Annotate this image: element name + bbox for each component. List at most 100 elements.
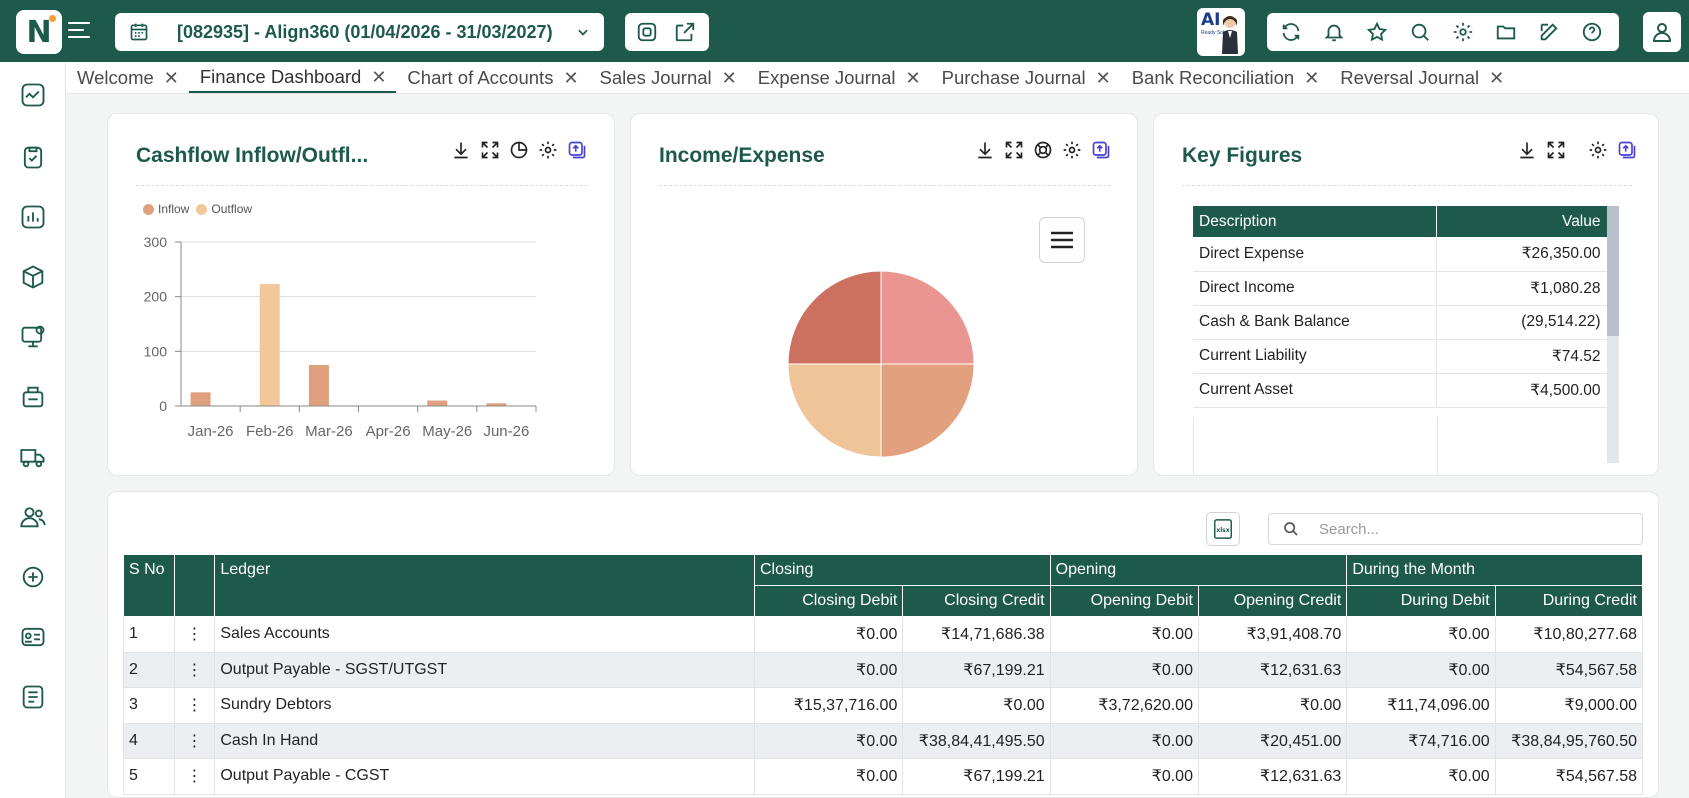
download-icon[interactable] <box>451 140 471 160</box>
hamburger-icon[interactable] <box>68 22 90 40</box>
table-row[interactable]: Cash & Bank Balance (29,514.22) <box>1193 305 1608 340</box>
sidebar-item-inventory[interactable] <box>13 257 53 297</box>
expand-icon[interactable] <box>1004 140 1024 160</box>
tab-reversal-journal[interactable]: Reversal Journal ✕ <box>1329 63 1514 93</box>
download-icon[interactable] <box>1517 140 1537 160</box>
favorites-button[interactable] <box>1361 16 1393 48</box>
table-row[interactable]: Current Liability ₹74.52 <box>1193 339 1608 374</box>
column-header[interactable]: Value <box>1436 206 1608 237</box>
table-row[interactable]: Direct Expense ₹26,350.00 <box>1193 237 1608 272</box>
table-row[interactable]: 5 ⋮ Output Payable - CGST ₹0.00 ₹67,199.… <box>123 758 1644 795</box>
tab-sales-journal[interactable]: Sales Journal ✕ <box>589 63 747 93</box>
search-input[interactable] <box>1319 520 1619 538</box>
notifications-button[interactable] <box>1318 16 1350 48</box>
column-header-ledger[interactable]: Ledger <box>214 554 755 617</box>
sidebar-item-reports[interactable] <box>13 197 53 237</box>
table-cell: ₹15,37,716.00 <box>753 687 904 724</box>
settings-button[interactable] <box>1447 16 1479 48</box>
scrollbar-thumb[interactable] <box>1607 206 1619 336</box>
sidebar-item-contacts[interactable] <box>13 617 53 657</box>
logo-icon[interactable]: N <box>16 10 62 54</box>
column-header[interactable]: Description <box>1193 206 1437 237</box>
gear-icon[interactable] <box>1062 140 1082 160</box>
column-header-closing-debit[interactable]: Closing Debit <box>753 585 904 617</box>
table-row[interactable]: Current Asset ₹4,500.00 <box>1193 373 1608 408</box>
ledger-search[interactable] <box>1268 513 1643 545</box>
row-menu-icon[interactable]: ⋮ <box>173 651 216 688</box>
close-icon[interactable]: ✕ <box>563 67 579 88</box>
column-header-during-debit[interactable]: During Debit <box>1346 585 1496 617</box>
column-header-sno[interactable]: S No <box>123 554 175 617</box>
close-icon[interactable]: ✕ <box>1489 67 1505 88</box>
table-cell: ₹10,80,277.68 <box>1494 616 1644 653</box>
row-menu-icon[interactable]: ⋮ <box>173 758 216 795</box>
tab-chart-of-accounts[interactable]: Chart of Accounts ✕ <box>396 63 588 93</box>
help-button[interactable] <box>1576 16 1608 48</box>
export-xlsx-button[interactable]: xlsx <box>1206 512 1240 546</box>
row-menu-icon[interactable]: ⋮ <box>173 722 216 759</box>
table-cell: ₹1,080.28 <box>1436 271 1608 306</box>
sidebar-item-hr[interactable] <box>13 497 53 537</box>
company-period-select[interactable]: [082935] - Align360 (01/04/2026 - 31/03/… <box>115 13 604 51</box>
refresh-button[interactable] <box>1275 16 1307 48</box>
ai-badge-title: AI <box>1201 10 1221 30</box>
column-header-closing-credit[interactable]: Closing Credit <box>902 585 1051 617</box>
user-menu-button[interactable] <box>1643 12 1681 52</box>
row-menu-icon[interactable]: ⋮ <box>173 616 216 653</box>
open-external-button[interactable] <box>669 16 701 48</box>
lifebuoy-icon[interactable] <box>1033 140 1053 160</box>
close-icon[interactable]: ✕ <box>163 67 179 88</box>
table-row[interactable]: 1 ⋮ Sales Accounts ₹0.00 ₹14,71,686.38 ₹… <box>123 616 1644 653</box>
upload-icon[interactable] <box>1091 140 1111 160</box>
tab-expense-journal[interactable]: Expense Journal ✕ <box>747 63 931 93</box>
close-icon[interactable]: ✕ <box>1304 67 1320 88</box>
table-row[interactable]: 2 ⋮ Output Payable - SGST/UTGST ₹0.00 ₹6… <box>123 651 1644 688</box>
legend-item-outflow[interactable]: Outflow <box>196 202 252 216</box>
sidebar-item-dashboard[interactable] <box>13 75 53 115</box>
ai-ready-badge[interactable]: AI Ready Solution <box>1197 8 1245 56</box>
table-cell: ₹67,199.21 <box>902 758 1051 795</box>
close-icon[interactable]: ✕ <box>905 67 921 88</box>
global-search-button[interactable] <box>1404 16 1436 48</box>
pie-chart-icon[interactable] <box>509 140 529 160</box>
table-row[interactable]: Direct Income ₹1,080.28 <box>1193 271 1608 306</box>
files-button[interactable] <box>1490 16 1522 48</box>
chart-menu-button[interactable] <box>1039 217 1085 263</box>
sidebar-item-documents[interactable] <box>13 677 53 717</box>
xlsx-label: xlsx <box>1216 527 1229 534</box>
tab-finance-dashboard[interactable]: Finance Dashboard ✕ <box>188 63 397 93</box>
sidebar-item-production[interactable] <box>13 377 53 417</box>
card-divider <box>136 185 588 186</box>
tab-label: Bank Reconciliation <box>1131 67 1295 88</box>
tab-welcome[interactable]: Welcome ✕ <box>66 63 189 93</box>
tab-purchase-journal[interactable]: Purchase Journal ✕ <box>931 63 1121 93</box>
close-icon[interactable]: ✕ <box>371 66 387 87</box>
column-header-opening-credit[interactable]: Opening Credit <box>1197 585 1348 617</box>
table-row[interactable]: 3 ⋮ Sundry Debtors ₹15,37,716.00 ₹0.00 ₹… <box>123 687 1644 724</box>
column-header-opening-debit[interactable]: Opening Debit <box>1049 585 1199 617</box>
table-cell: ₹9,000.00 <box>1494 687 1644 724</box>
close-icon[interactable]: ✕ <box>1095 67 1111 88</box>
pie-slice <box>880 363 975 458</box>
column-header-during-credit[interactable]: During Credit <box>1494 585 1644 617</box>
close-icon[interactable]: ✕ <box>721 67 737 88</box>
bar-inflow <box>427 400 448 406</box>
download-icon[interactable] <box>975 140 995 160</box>
tab-bank-reconciliation[interactable]: Bank Reconciliation ✕ <box>1121 63 1330 93</box>
sidebar-item-logistics[interactable] <box>13 437 53 477</box>
sidebar-item-support[interactable] <box>13 557 53 597</box>
screen-capture-button[interactable] <box>631 16 663 48</box>
edit-button[interactable] <box>1533 16 1565 48</box>
upload-icon[interactable] <box>1617 140 1637 160</box>
upload-icon[interactable] <box>567 140 587 160</box>
gear-icon[interactable] <box>1588 140 1608 160</box>
gear-icon[interactable] <box>538 140 558 160</box>
scrollbar[interactable] <box>1607 206 1619 463</box>
expand-icon[interactable] <box>480 140 500 160</box>
row-menu-icon[interactable]: ⋮ <box>173 687 216 724</box>
table-row[interactable]: 4 ⋮ Cash In Hand ₹0.00 ₹38,84,41,495.50 … <box>123 722 1644 759</box>
sidebar-item-tasks[interactable] <box>13 137 53 177</box>
expand-icon[interactable] <box>1546 140 1566 160</box>
legend-item-inflow[interactable]: Inflow <box>143 202 189 216</box>
sidebar-item-system[interactable] <box>13 317 53 357</box>
